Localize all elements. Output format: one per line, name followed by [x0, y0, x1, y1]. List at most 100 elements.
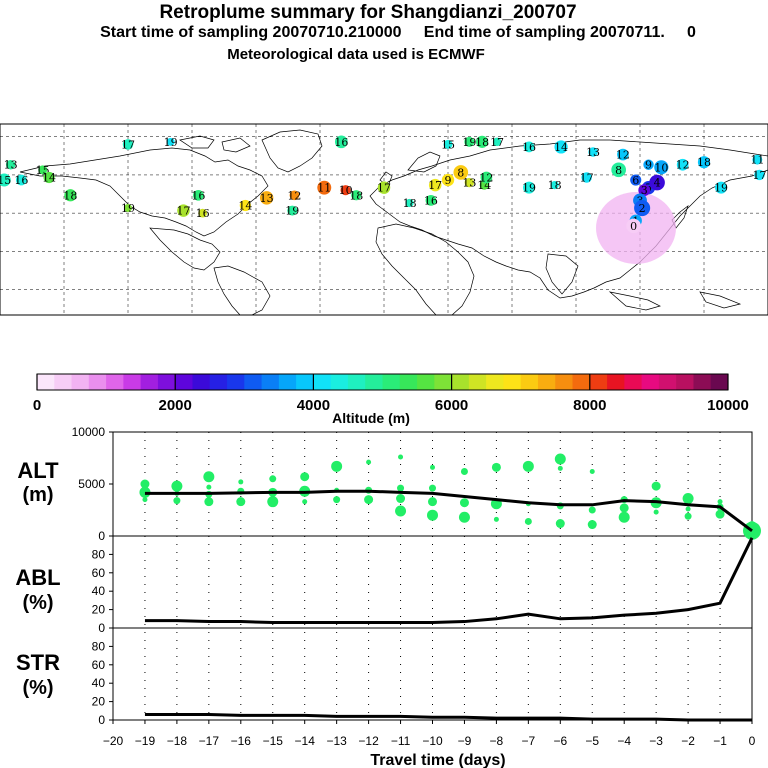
- trajectory-marker-label: 18: [548, 179, 562, 192]
- trajectory-marker-label: 16: [522, 141, 536, 154]
- trajectory-marker-dot: [122, 139, 134, 150]
- trajectory-marker-label: 12: [479, 171, 493, 184]
- trajectory-marker-label: 9: [445, 174, 452, 187]
- trajectory-marker-dot: [198, 208, 208, 218]
- str-line: [144, 712, 752, 722]
- trajectory-marker: 18: [349, 189, 363, 202]
- colorbar-swatch: [227, 374, 245, 390]
- alt-cluster-point: [398, 454, 404, 460]
- trajectory-marker: 19: [714, 181, 728, 195]
- alt-cluster-point: [427, 509, 438, 521]
- trajectory-marker: 12: [287, 189, 301, 202]
- alt-cluster-point: [651, 481, 661, 491]
- alt-cluster-point: [396, 494, 406, 504]
- trajectory-marker-label: 15: [441, 138, 455, 151]
- colorbar-swatch: [710, 374, 729, 390]
- colorbar-swatch: [88, 374, 107, 390]
- trajectory-marker-label: 18: [475, 136, 489, 149]
- trajectory-marker-dot: [428, 178, 442, 192]
- alt-y-tick-label: 10000: [72, 425, 106, 439]
- alt-cluster-point: [458, 511, 470, 523]
- trajectory-marker-dot: [377, 181, 391, 194]
- alt-cluster-point: [428, 497, 437, 507]
- colorbar-swatch: [296, 374, 314, 390]
- alt-cluster-point: [589, 469, 595, 475]
- x-tick-label: 0: [749, 734, 756, 748]
- trajectory-marker: 18: [548, 179, 562, 192]
- trajectory-marker-label: 11: [750, 154, 764, 167]
- trajectory-marker-dot: [193, 189, 204, 201]
- alt-cluster-point: [717, 499, 723, 505]
- colorbar-swatch: [607, 374, 625, 390]
- trajectory-marker-dot: [124, 204, 132, 213]
- trajectory-marker-label: 18: [63, 189, 77, 202]
- trajectory-marker-label: 4: [654, 177, 661, 190]
- trajectory-marker-label: 9: [645, 159, 652, 172]
- alt-cluster-point: [554, 453, 566, 465]
- trajectory-marker-label: 10: [654, 161, 668, 174]
- alt-cluster-point: [331, 460, 343, 472]
- trajectory-marker-dot: [654, 160, 669, 175]
- trajectory-marker-label: 19: [121, 202, 135, 215]
- sampling-time-line: Start time of sampling 20070710.210000 E…: [100, 24, 696, 41]
- x-tick-label: −18: [167, 734, 188, 748]
- str-y-tick-label: 60: [92, 658, 106, 672]
- colorbar-swatch: [157, 374, 176, 390]
- colorbar-swatch: [278, 374, 297, 390]
- x-tick-label: −14: [295, 734, 316, 748]
- trajectory-marker-label: 2: [639, 202, 646, 215]
- alt-cluster-point: [555, 519, 565, 529]
- trajectory-marker-dot: [464, 136, 475, 147]
- colorbar-swatch: [347, 374, 366, 390]
- colorbar-swatch: [537, 374, 556, 390]
- alt-cluster-point: [524, 517, 532, 525]
- x-axis-label: Travel time (days): [370, 752, 505, 768]
- x-tick-label: −12: [358, 734, 379, 748]
- trajectory-marker-dot: [480, 171, 493, 184]
- trajectory-marker-dot: [523, 181, 536, 194]
- alt-mean-line: [144, 489, 753, 533]
- trajectory-marker: 2: [634, 200, 651, 217]
- alt-cluster-point: [429, 484, 436, 492]
- trajectory-marker-dot: [15, 174, 27, 186]
- str-y-tick-label: 20: [92, 695, 106, 709]
- alt-cluster-point: [395, 505, 407, 517]
- colorbar-swatch: [468, 374, 487, 390]
- alt-cluster-point: [715, 509, 725, 519]
- trajectory-marker-label: 10: [339, 184, 353, 197]
- trajectory-marker-dot: [754, 169, 765, 181]
- colorbar-swatch: [175, 374, 193, 390]
- trajectory-marker: 13: [462, 177, 476, 190]
- alt-cluster-point: [619, 503, 629, 513]
- trajectory-marker-dot: [638, 184, 651, 197]
- alt-cluster-point: [684, 512, 692, 520]
- alt-cluster-point: [522, 460, 534, 472]
- abl-y-tick-label: 40: [92, 584, 106, 598]
- colorbar-swatch: [555, 374, 574, 390]
- trajectory-marker: 12: [479, 171, 493, 184]
- trajectory-marker: 17: [176, 204, 190, 218]
- alt-cluster-point: [682, 493, 694, 505]
- alt-cluster-point: [236, 497, 246, 507]
- chart-title: Retroplume summary for Shangdianzi_20070…: [159, 2, 577, 23]
- trajectory-marker-label: 6: [632, 174, 639, 187]
- trajectory-marker-label: 18: [697, 156, 711, 169]
- trajectory-marker: 14: [554, 140, 568, 154]
- alt-cluster-point: [685, 506, 691, 512]
- trajectory-marker: 13: [4, 159, 18, 172]
- colorbar-swatch: [365, 374, 383, 390]
- colorbar-swatch: [486, 374, 504, 390]
- colorbar-tick-label: 0: [33, 397, 41, 414]
- trajectory-marker: 18: [403, 197, 417, 210]
- str-panel-unit: (%): [22, 677, 53, 699]
- colorbar-swatch: [624, 374, 643, 390]
- colorbar-tick-label: 2000: [159, 397, 192, 414]
- trajectory-marker: 3: [638, 184, 651, 197]
- trajectory-marker: 12: [676, 159, 690, 172]
- trajectory-marker-dot: [611, 162, 626, 178]
- colorbar-swatch: [209, 374, 228, 390]
- trajectory-marker-dot: [476, 135, 489, 148]
- colorbar-swatch: [451, 374, 470, 390]
- trajectory-marker-dot: [0, 173, 11, 187]
